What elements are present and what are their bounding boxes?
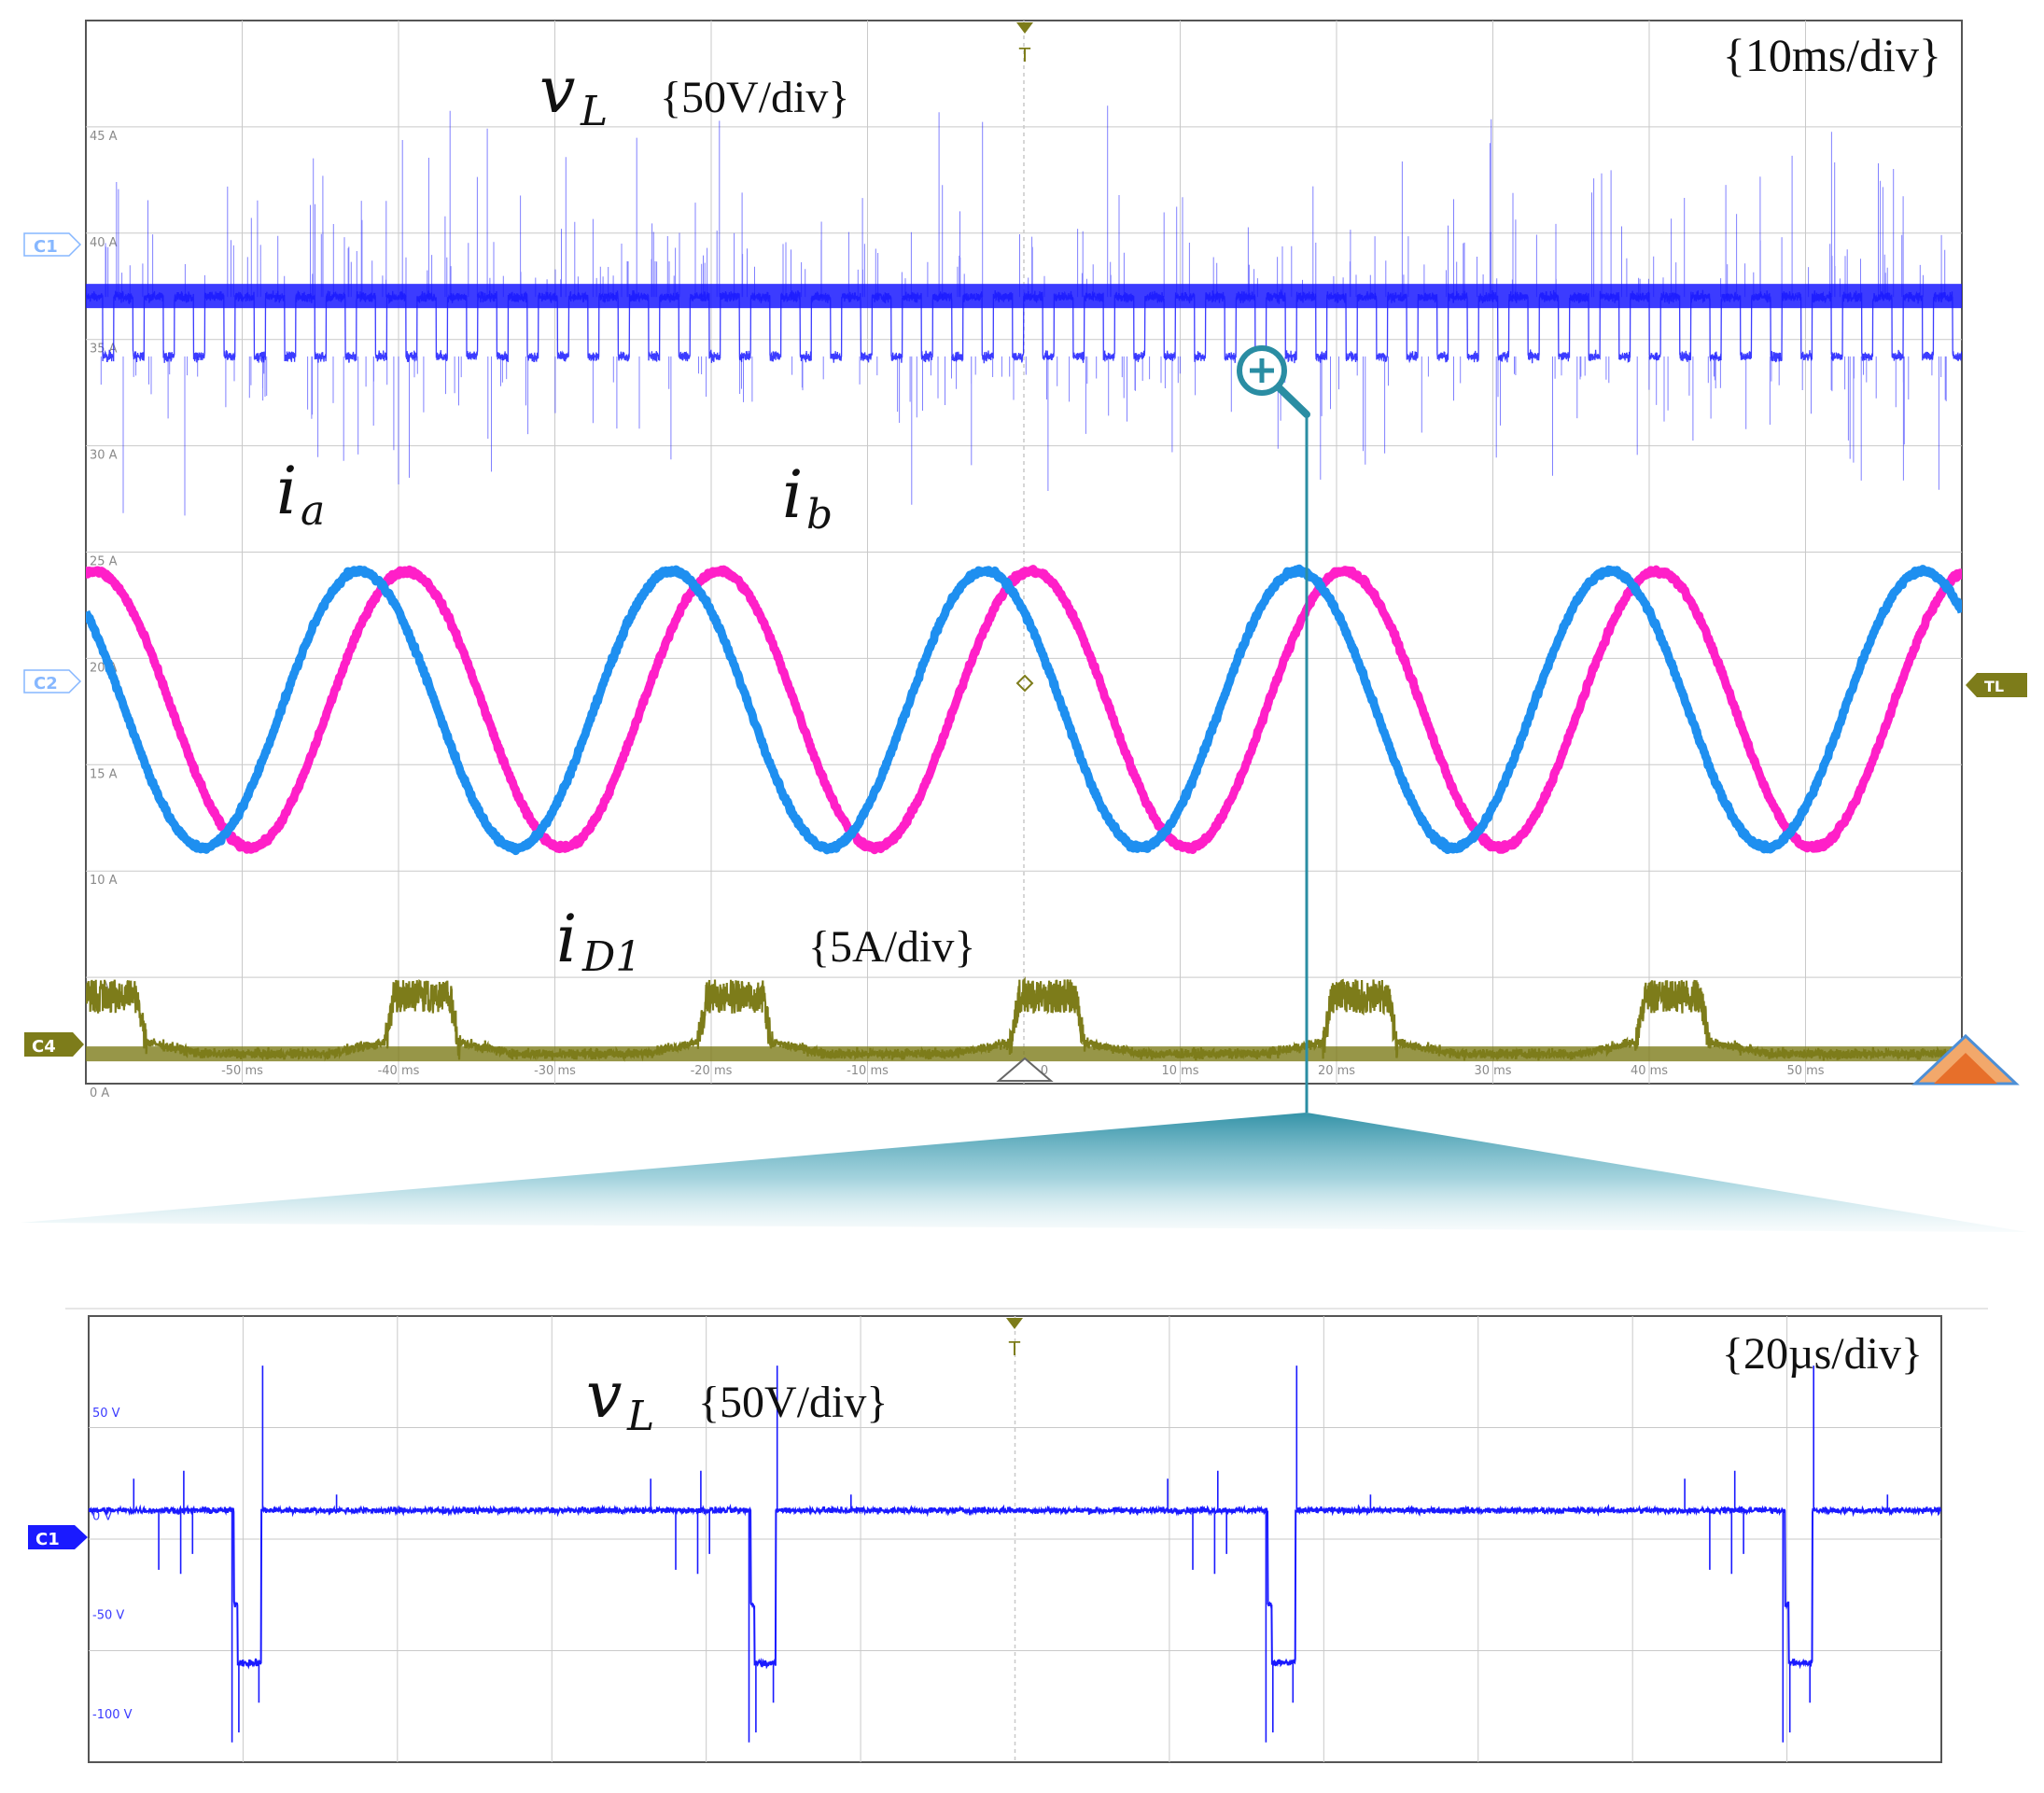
channel-marker-c2: C2: [23, 669, 82, 693]
zoom-vL-scale-label: {50V/div}: [698, 1378, 888, 1427]
overview-x-ticks: -50 ms -40 ms -30 ms -20 ms -10 ms 0 10 ms 20 m…: [221, 1064, 1825, 1078]
trigger-level-label: TL: [1984, 678, 2004, 695]
y-tick-label: 45 A: [90, 130, 118, 144]
zoom-y-ticks: 50 V 0 V -50 V -100 V: [92, 1407, 133, 1722]
ia-trace: [86, 564, 1962, 856]
zoom-trigger-marker: T: [1006, 1318, 1023, 1360]
x-tick-label: 50 ms: [1786, 1064, 1824, 1078]
overview-panel: 45 A40 A35 A30 A25 A20 A15 A10 A5 A0 A -…: [23, 20, 2027, 1113]
zoom-y-tick-label: -100 V: [92, 1708, 133, 1722]
y-tick-label: 0 A: [90, 1086, 109, 1100]
zoom-trigger-label: T: [1008, 1338, 1021, 1360]
vL-zoom-transients: [133, 1366, 1889, 1743]
annotation-ia: i a: [276, 453, 325, 535]
zoom-channel-marker-c1: C1: [28, 1525, 88, 1549]
channel-c1-label: C1: [34, 237, 58, 257]
annotation-ib: i b: [782, 456, 833, 539]
trigger-marker: T: [1016, 22, 1033, 66]
x-tick-label: 40 ms: [1631, 1064, 1668, 1078]
zoom-y-tick-label: 0 V: [92, 1509, 112, 1523]
x-tick-label: 30 ms: [1474, 1064, 1511, 1078]
annotation-vL-zoom: v L {50V/div}: [586, 1359, 888, 1440]
x-tick-label: -20 ms: [691, 1064, 733, 1078]
iD1-symbol: i: [556, 901, 577, 977]
zoom-fan: [21, 1113, 2027, 1232]
y-tick-label: 15 A: [90, 767, 118, 781]
iD1-band: [86, 1046, 1962, 1062]
trigger-level-marker: TL: [1966, 673, 2027, 697]
zoom-y-tick-label: 50 V: [92, 1407, 120, 1421]
zoom-timebase: {20µs/div}: [1722, 1329, 1923, 1379]
iD1-subscript: D1: [581, 933, 641, 981]
zoom-grid: [89, 1316, 1941, 1762]
zoom-traces: [89, 1366, 1941, 1743]
x-tick-label: 0: [1041, 1064, 1048, 1078]
channel-marker-c1: C1: [23, 232, 82, 257]
ib-symbol: i: [782, 456, 803, 533]
x-tick-label: 20 ms: [1318, 1064, 1355, 1078]
iD1-scale-label: {5A/div}: [808, 922, 975, 972]
ib-trace: [86, 565, 1962, 855]
y-tick-label: 40 A: [90, 236, 118, 250]
zoom-panel: 50 V 0 V -50 V -100 V T C1 v L {50V/div} {2…: [28, 1308, 1988, 1763]
zoom-magnifier-icon: [1237, 345, 1310, 418]
x-tick-label: -50 ms: [221, 1064, 263, 1078]
vL-symbol: v: [539, 54, 575, 128]
x-tick-label: 10 ms: [1161, 1064, 1198, 1078]
channel-c4-label: C4: [32, 1037, 56, 1057]
x-tick-label: -40 ms: [378, 1064, 420, 1078]
iD1-trace: [86, 976, 1962, 1062]
x-tick-label: -10 ms: [847, 1064, 889, 1078]
y-tick-label: 10 A: [90, 874, 118, 888]
channel-marker-c4: C4: [24, 1032, 84, 1057]
zoom-vL-subscript: L: [626, 1393, 654, 1440]
vL-subscript: L: [580, 88, 608, 135]
center-markers: [996, 674, 1054, 1082]
overview-timebase: {10ms/div}: [1723, 29, 1941, 81]
oscilloscope-logo-icon: [1911, 1033, 2020, 1086]
zoom-channel-c1-label: C1: [35, 1530, 60, 1549]
vL-scale-label: {50V/div}: [660, 73, 849, 122]
ia-symbol: i: [276, 453, 297, 529]
ia-subscript: a: [301, 487, 325, 535]
vL-zoom-trace: [89, 1504, 1941, 1670]
overview-traces: [86, 105, 1962, 1062]
annotation-iD1: i D1 {5A/div}: [556, 901, 975, 981]
channel-c2-label: C2: [34, 674, 58, 693]
ib-subscript: b: [806, 491, 833, 539]
zoom-vL-symbol: v: [586, 1359, 622, 1433]
vL-overview-spikes: [100, 105, 1947, 516]
annotation-vL-overview: v L {50V/div}: [539, 54, 849, 135]
vL-overview-band: [86, 284, 1962, 309]
trigger-label: T: [1018, 44, 1031, 66]
x-tick-label: -30 ms: [534, 1064, 576, 1078]
y-tick-label: 25 A: [90, 555, 118, 569]
y-tick-label: 30 A: [90, 449, 118, 463]
zoom-y-tick-label: -50 V: [92, 1609, 124, 1623]
